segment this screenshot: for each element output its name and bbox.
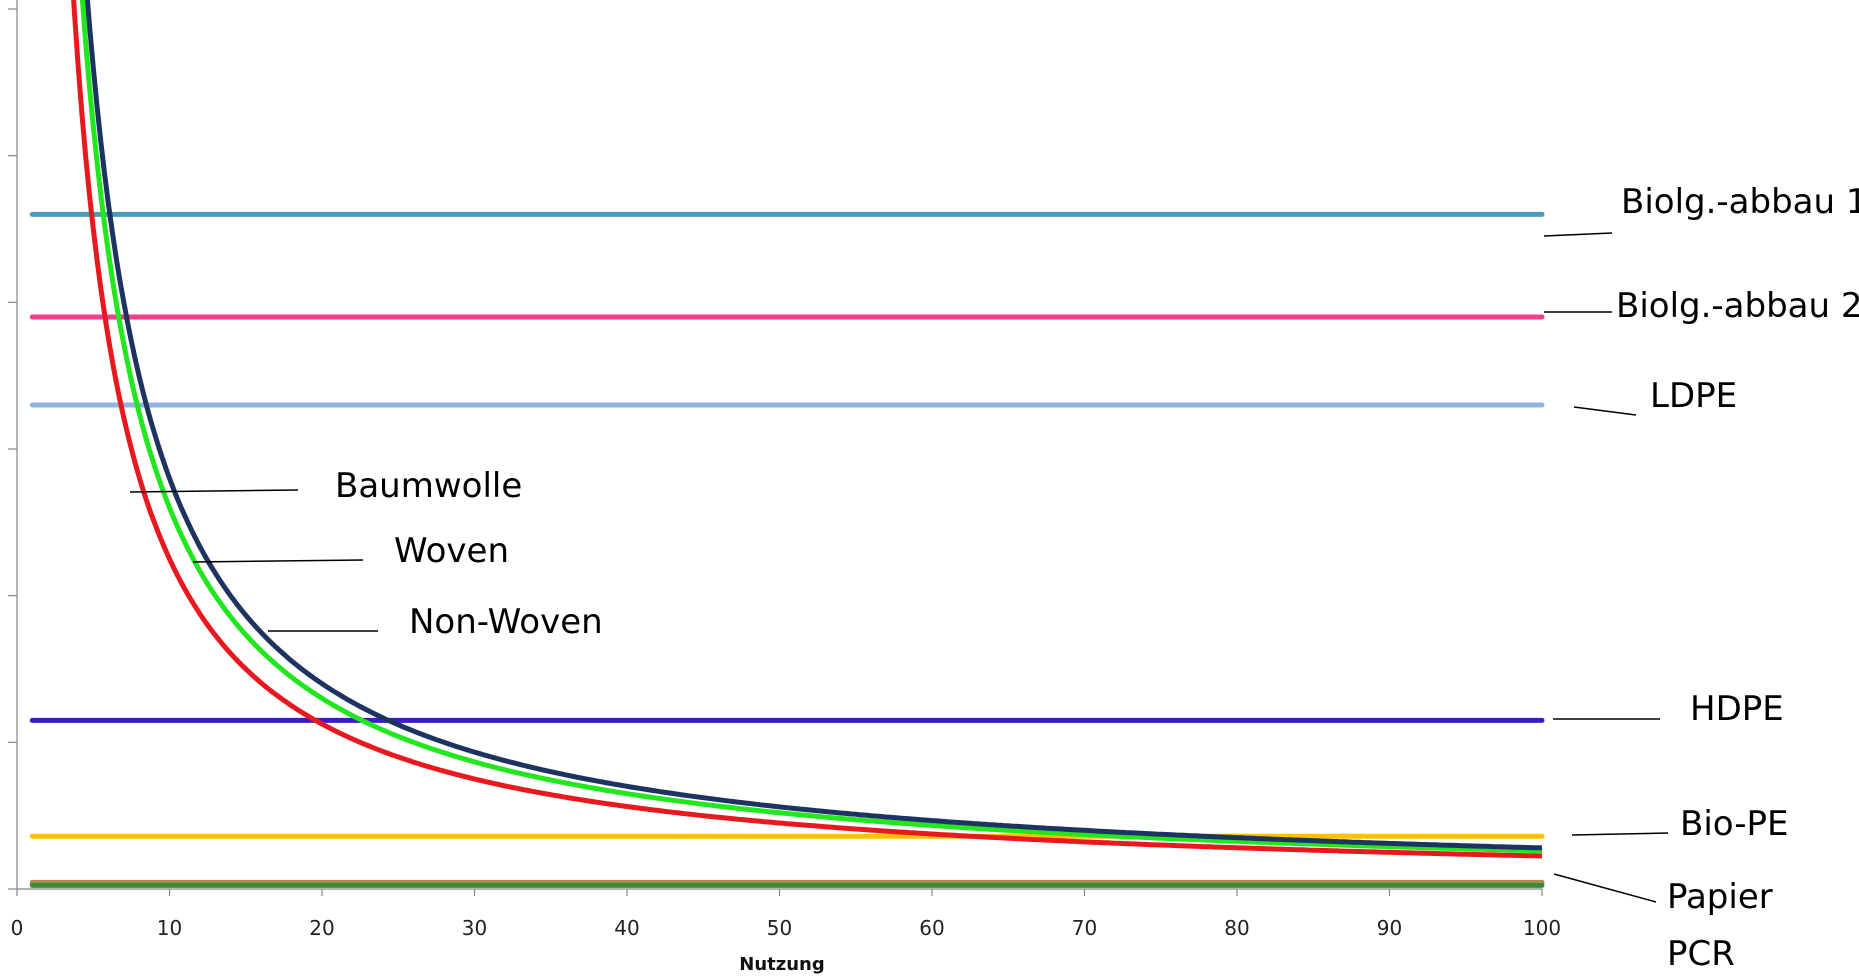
axes: 0 10 20 30 40 50 60 70 80 90 100 [8,0,1561,940]
x-tick-label: 60 [919,916,944,940]
series-label-biolg-abbau-2: Biolg.-abbau 2 [1616,286,1859,326]
series-label-baumwolle: Baumwolle [335,466,522,506]
series-label-ldpe: LDPE [1650,376,1737,416]
x-tick-label: 30 [462,916,487,940]
series-label-bio-pe: Bio-PE [1680,804,1788,844]
x-tick-label: 70 [1072,916,1097,940]
x-tick-label: 10 [157,916,182,940]
series-label-hdpe: HDPE [1690,689,1784,729]
x-tick-label: 80 [1224,916,1249,940]
x-axis-title: Nutzung [739,954,824,975]
series-label-woven: Woven [394,531,509,571]
series-curve-non-woven [84,0,1543,851]
series-label-biolg-abbau-1: Biolg.-abbau 1 [1621,182,1859,222]
leader-line-woven [192,559,364,563]
series-curve-woven [79,0,1543,854]
series-label-pcr: PCR [1667,934,1735,974]
label-leaders [129,232,1669,903]
leader-line-baumwolle [129,489,299,493]
series-labels: Biolg.-abbau 1 Biolg.-abbau 2 LDPE HDPE Bio-… [335,182,1859,974]
plot-area [29,0,1545,888]
leader-line-biolg-abbau-1 [1543,232,1613,237]
x-tick-label: 50 [767,916,792,940]
leader-line-papier [1553,873,1657,903]
series-label-non-woven: Non-Woven [409,602,603,642]
x-tick-label: 0 [11,916,24,940]
x-tick-label: 90 [1377,916,1402,940]
series-curve-baumwolle [71,0,1543,859]
series-label-papier: Papier [1667,877,1773,917]
leader-line-ldpe [1573,406,1637,416]
x-tick-label: 40 [614,916,639,940]
leader-line-bio-pe [1571,832,1669,836]
x-tick-label: 20 [309,916,334,940]
x-tick-label: 100 [1523,916,1561,940]
